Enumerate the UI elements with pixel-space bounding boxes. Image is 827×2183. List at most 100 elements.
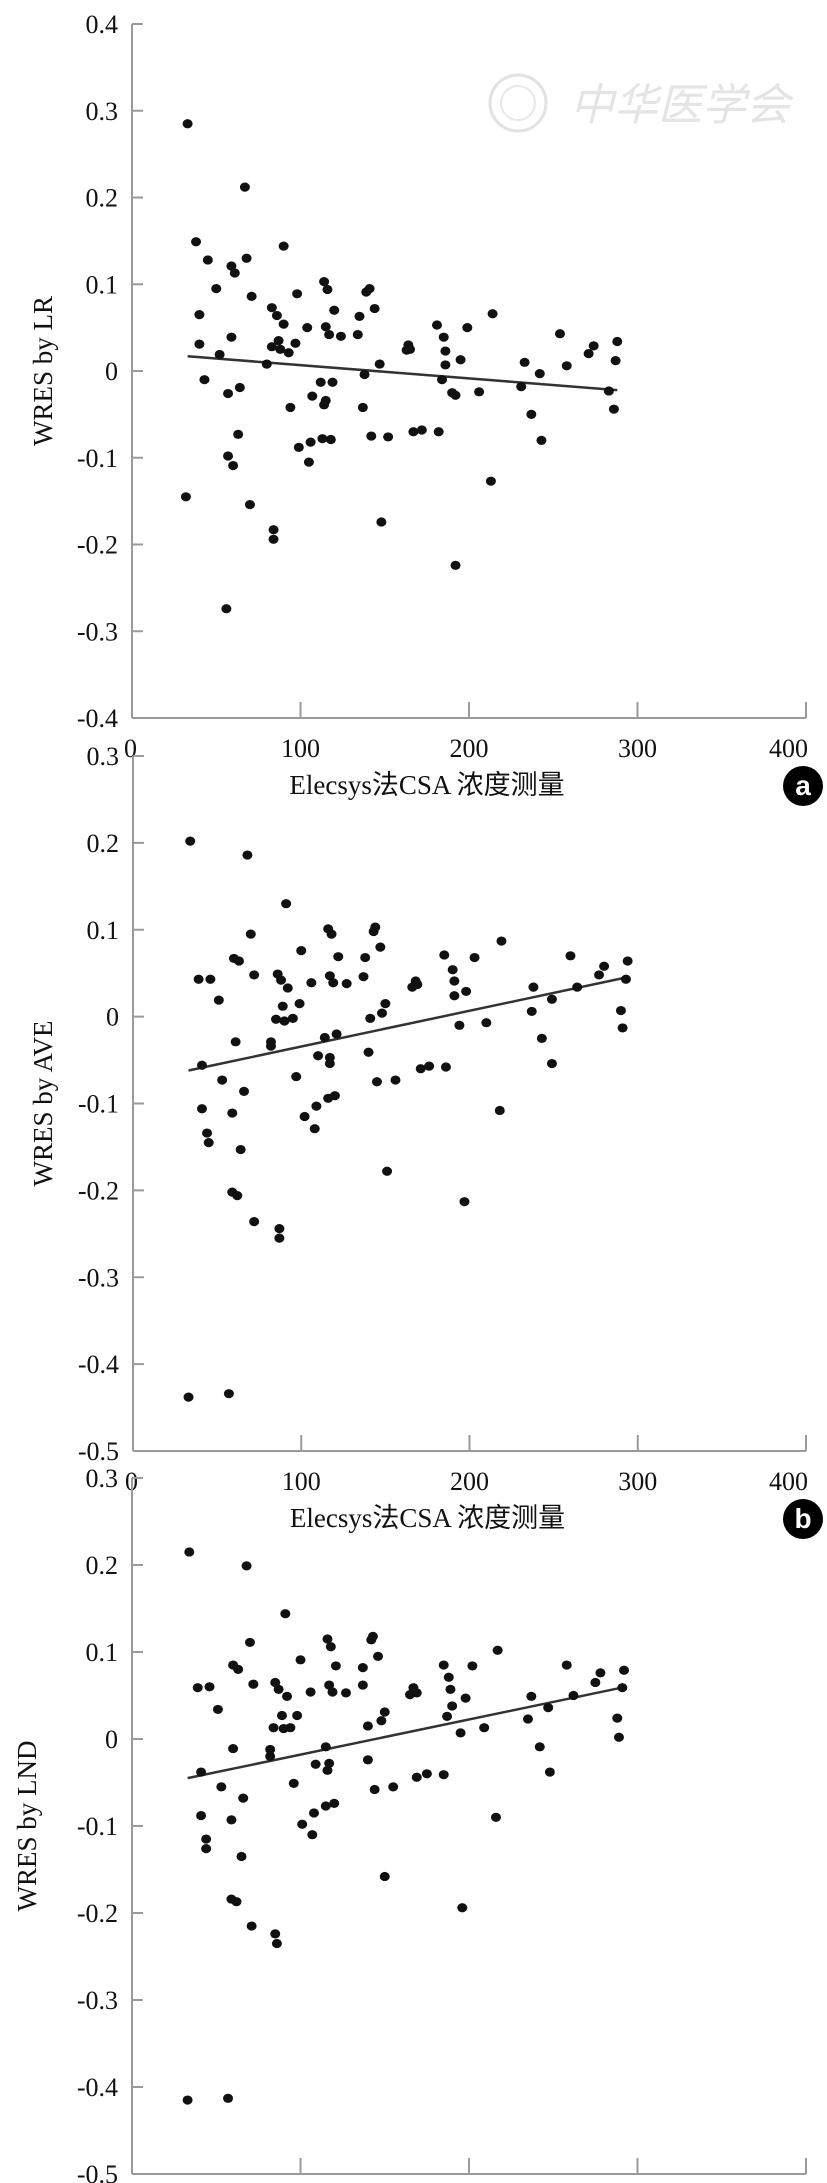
data-point (274, 1233, 285, 1243)
data-point (199, 375, 210, 385)
data-point (528, 982, 539, 992)
data-point (221, 604, 232, 614)
data-point (325, 1642, 336, 1652)
y-tick-label: -0.2 (78, 1176, 119, 1205)
data-point (297, 1819, 308, 1829)
data-point (212, 1704, 223, 1715)
data-point (329, 1798, 340, 1808)
data-point (196, 1767, 207, 1777)
data-point (275, 344, 286, 354)
data-point (437, 375, 448, 385)
data-point (360, 952, 371, 963)
y-tick-label: -0.3 (78, 1263, 119, 1292)
data-point (544, 1767, 555, 1777)
data-point (223, 2093, 234, 2103)
data-point (438, 332, 449, 342)
data-point (461, 986, 472, 997)
data-point (281, 899, 292, 909)
data-point (230, 1037, 241, 1047)
data-point (382, 1166, 393, 1176)
data-point (213, 995, 224, 1005)
x-tick-label: 0 (124, 734, 137, 763)
data-point (302, 323, 313, 333)
data-point (233, 429, 244, 439)
data-point (366, 431, 377, 441)
data-point (305, 1687, 316, 1697)
data-point (449, 991, 460, 1001)
data-point (383, 432, 394, 442)
data-point (443, 1672, 454, 1682)
data-point (421, 1769, 432, 1779)
data-point (276, 975, 287, 985)
data-point (325, 434, 336, 445)
data-point (307, 391, 318, 401)
data-point (433, 427, 444, 437)
data-point (365, 1013, 376, 1023)
y-tick-label: 0 (105, 357, 118, 386)
data-point (205, 974, 216, 984)
data-point (390, 1075, 401, 1085)
data-point (379, 1707, 390, 1717)
data-point (279, 1016, 290, 1026)
data-point (374, 359, 385, 369)
data-point (193, 974, 204, 984)
data-point (223, 388, 234, 399)
data-point (324, 1680, 335, 1690)
data-point (369, 1784, 380, 1795)
data-point (196, 1104, 207, 1114)
data-point (415, 1064, 426, 1074)
data-point (565, 951, 576, 961)
data-point (271, 1938, 282, 1949)
data-point (526, 1691, 537, 1701)
data-point (359, 369, 370, 380)
data-point (295, 1655, 306, 1665)
data-point (326, 929, 337, 939)
y-tick-label: -0.4 (78, 1350, 119, 1379)
data-point (191, 237, 202, 247)
x-tick-label: 100 (282, 1467, 321, 1496)
data-point (296, 946, 307, 956)
data-point (242, 850, 253, 860)
data-point (341, 979, 352, 989)
data-point (182, 2095, 193, 2105)
data-point (265, 1751, 276, 1761)
data-point (299, 1111, 310, 1122)
data-point (244, 1637, 255, 1648)
data-point (445, 1684, 456, 1695)
data-point (613, 1732, 624, 1742)
data-point (246, 1921, 257, 1931)
data-point (370, 922, 381, 932)
data-point (543, 1703, 554, 1713)
data-point (261, 359, 272, 369)
data-point (487, 309, 498, 319)
data-point (460, 1693, 471, 1703)
data-point (442, 1711, 453, 1721)
data-point (411, 1772, 422, 1782)
y-tick-label: -0.4 (77, 2073, 118, 2102)
data-point (306, 978, 317, 988)
data-point (322, 284, 333, 295)
y-tick-label: -0.3 (77, 1986, 118, 2015)
data-point (322, 1765, 333, 1775)
data-point (214, 349, 225, 360)
data-point (617, 1023, 628, 1033)
data-point (265, 1041, 276, 1051)
x-tick-label: 300 (618, 734, 657, 763)
data-point (599, 961, 610, 971)
data-point (309, 1124, 320, 1134)
data-point (438, 1660, 449, 1670)
data-point (201, 1844, 212, 1854)
data-point (357, 1663, 368, 1673)
data-point (519, 357, 530, 367)
data-point (270, 1677, 281, 1688)
y-tick-label: -0.4 (77, 704, 118, 733)
watermark-seal-inner-icon (500, 85, 536, 121)
data-point (320, 322, 331, 332)
data-point (469, 952, 480, 963)
data-point (373, 1651, 384, 1661)
y-tick-label: 0.1 (87, 916, 120, 945)
y-tick-label: 0 (106, 1003, 119, 1032)
data-point (291, 1071, 302, 1082)
data-point (273, 1684, 284, 1695)
data-point (516, 382, 527, 392)
